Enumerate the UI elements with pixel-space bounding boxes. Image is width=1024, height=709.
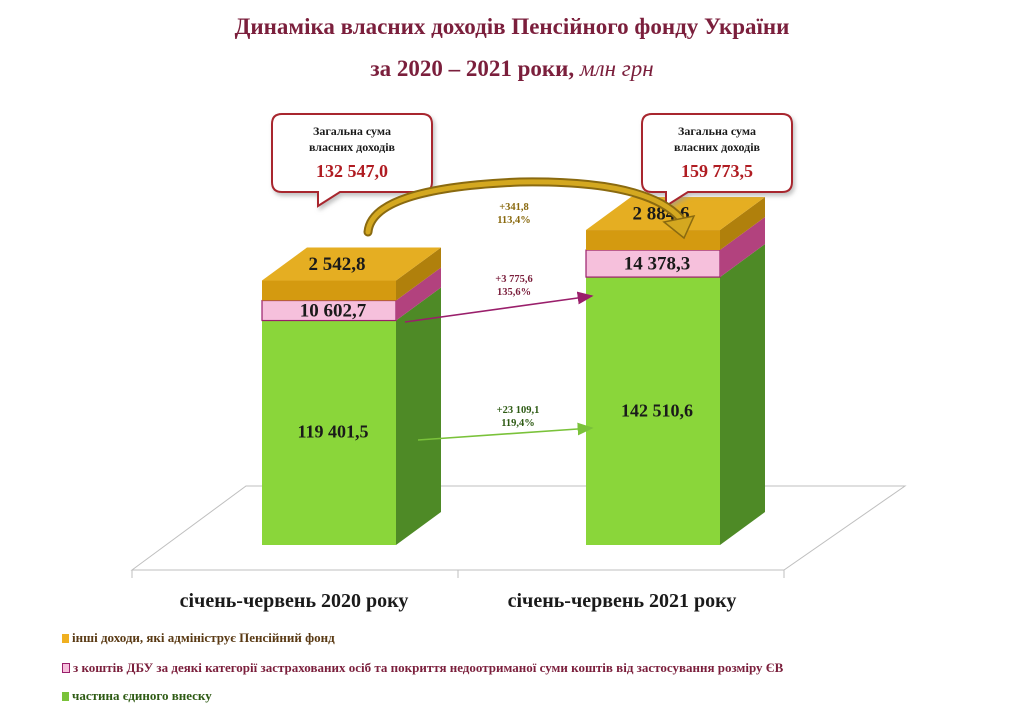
legend-item-other-income: інші доходи, які адмініструє Пенсійний ф… <box>62 630 335 646</box>
total-callout-2021 <box>641 113 793 208</box>
subtitle-unit: млн грн <box>579 56 654 81</box>
total-value-2021: 159 773,5 <box>681 161 753 181</box>
curved-arrow-head <box>662 214 696 240</box>
x-tick-label-2021: січень-червень 2021 року <box>508 590 737 612</box>
bar-ev-0 <box>262 320 396 545</box>
change-abs-dbu: +3 775,6 <box>495 274 532 285</box>
bar-side-ev-0 <box>396 287 441 545</box>
value-label-ev-0: 119 401,5 <box>297 421 368 441</box>
labels-layer: 119 401,5 10 602,7 2 542,8 142 510,6 14 378,… <box>297 204 693 442</box>
value-label-ev-1: 142 510,6 <box>621 400 693 420</box>
value-label-other-0: 2 542,8 <box>309 254 366 275</box>
legend-item-ev: частина єдиного внеску <box>62 688 212 704</box>
change-abs-other: +341,8 <box>499 202 529 213</box>
change-abs-ev: +23 109,1 <box>497 405 540 416</box>
total-caption-2020-line2: власних доходів <box>309 140 396 154</box>
change-pct-other: 113,4% <box>497 215 531 226</box>
total-caption-2021-line2: власних доходів <box>674 140 761 154</box>
total-caption-2020-line1: Загальна сума <box>313 124 391 138</box>
bar-side-dbu-1 <box>720 217 765 278</box>
total-caption-2021-line1: Загальна сума <box>678 124 756 138</box>
chart-floor <box>130 485 907 571</box>
legend-label-ev: частина єдиного внеску <box>72 688 212 703</box>
bar-ev-1 <box>586 277 720 545</box>
change-pct-dbu: 135,6% <box>497 287 531 298</box>
bar-side-other-0 <box>396 247 441 301</box>
change-arrow-ev <box>417 422 594 441</box>
legend-swatch-ev <box>62 692 69 701</box>
change-arrow-dbu <box>404 291 594 323</box>
bar-side-ev-1 <box>720 244 765 545</box>
value-label-dbu-1: 14 378,3 <box>624 254 691 275</box>
x-tick-label-2020: січень-червень 2020 року <box>180 590 409 612</box>
change-pct-ev: 119,4% <box>501 418 535 429</box>
legend-item-dbu: з коштів ДБУ за деякі категорії застрахо… <box>62 660 783 676</box>
legend-label-other: інші доходи, які адмініструє Пенсійний ф… <box>72 630 335 645</box>
subtitle-period: за 2020 – 2021 роки, <box>370 56 575 81</box>
bar-side-dbu-0 <box>396 267 441 321</box>
bar-top-0 <box>262 247 441 281</box>
legend-swatch-other <box>62 634 69 643</box>
value-label-dbu-0: 10 602,7 <box>300 301 367 322</box>
chart-title: Динаміка власних доходів Пенсійного фонд… <box>234 14 790 39</box>
bar-other-1 <box>586 230 720 251</box>
bar-other-0 <box>262 280 396 301</box>
total-callout-2020 <box>271 113 433 208</box>
bar-side-other-1 <box>720 197 765 251</box>
legend-label-dbu: з коштів ДБУ за деякі категорії застрахо… <box>73 660 784 675</box>
chart-subtitle: за 2020 – 2021 роки, млн грн <box>0 56 1024 82</box>
legend-swatch-dbu <box>62 663 70 673</box>
total-value-2020: 132 547,0 <box>316 161 388 181</box>
